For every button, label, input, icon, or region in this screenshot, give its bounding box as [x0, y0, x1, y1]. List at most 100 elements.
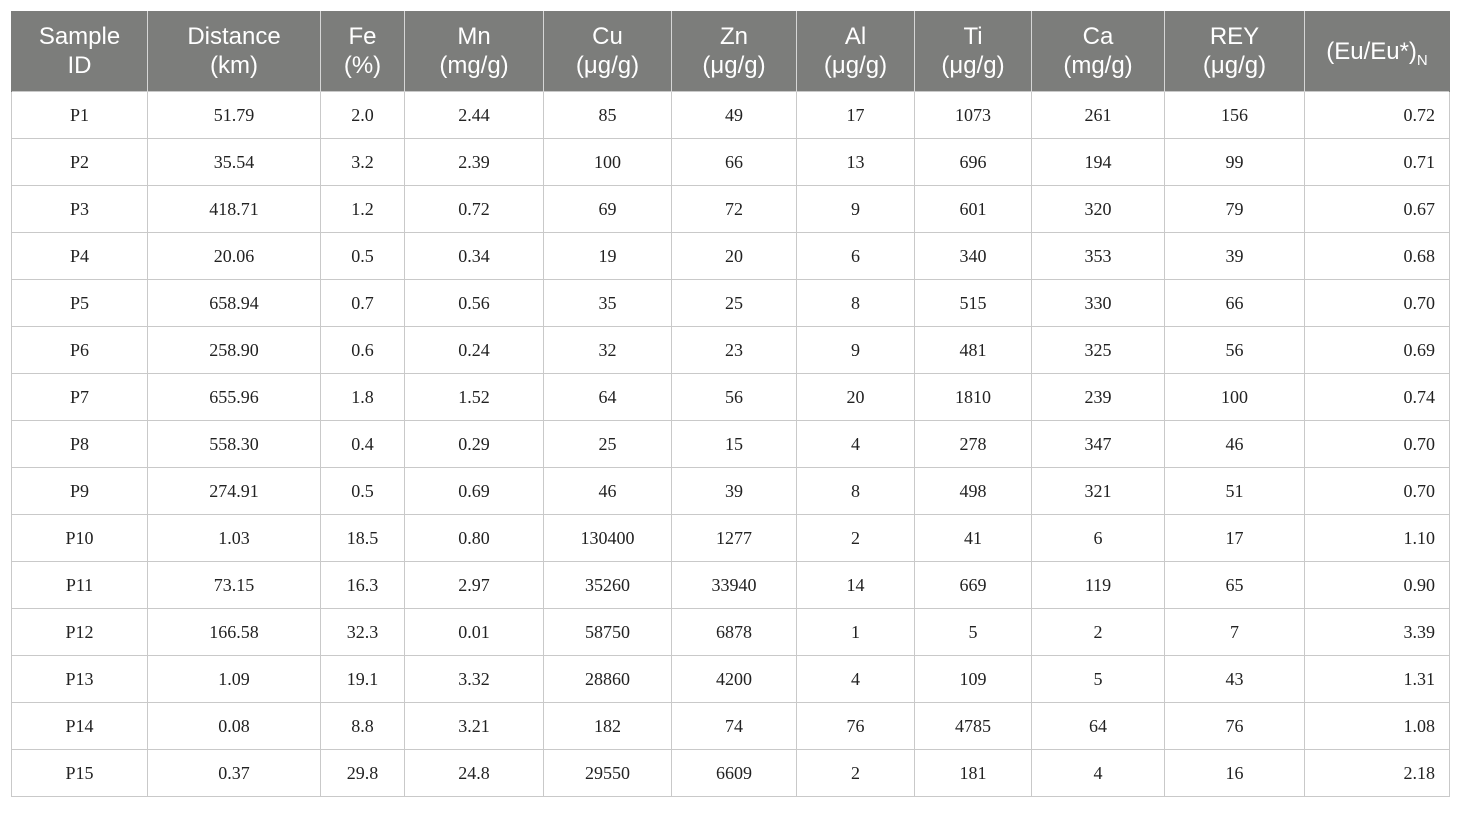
- table-cell: 0.37: [147, 749, 321, 797]
- header-label: Cu: [592, 23, 623, 50]
- table-cell: 340: [914, 232, 1032, 280]
- fe-header: Fe (%): [320, 11, 405, 92]
- table-cell: 0.34: [404, 232, 544, 280]
- table-cell: 325: [1031, 326, 1165, 374]
- table-cell: 29550: [543, 749, 672, 797]
- table-cell: 35: [543, 279, 672, 327]
- table-cell: P9: [11, 467, 148, 515]
- table-cell: 100: [1164, 373, 1305, 421]
- table-cell: 19.1: [320, 655, 405, 703]
- table-cell: 320: [1031, 185, 1165, 233]
- header-unit: (μg/g): [823, 52, 888, 79]
- table-cell: 1.52: [404, 373, 544, 421]
- table-cell: 20.06: [147, 232, 321, 280]
- table-cell: 19: [543, 232, 672, 280]
- table-cell: 6878: [671, 608, 797, 656]
- table-cell: 658.94: [147, 279, 321, 327]
- table-cell: 1277: [671, 514, 797, 562]
- table-cell: 28860: [543, 655, 672, 703]
- table-cell: 558.30: [147, 420, 321, 468]
- table-cell: 16: [1164, 749, 1305, 797]
- table-cell: 1: [796, 608, 915, 656]
- table-row: P13 1.09 19.1 3.32 28860 4200 4 109 5 43 1.31: [11, 655, 1450, 703]
- header-unit: (μg/g): [941, 52, 1005, 79]
- al-header: Al (μg/g): [796, 11, 915, 92]
- table-cell: 3.32: [404, 655, 544, 703]
- header-unit: (km): [210, 52, 258, 79]
- table-row: P10 1.03 18.5 0.80 130400 1277 2 41 6 17 1.10: [11, 514, 1450, 562]
- table-row: P8 558.30 0.4 0.29 25 15 4 278 347 46 0.70: [11, 420, 1450, 468]
- table-cell: 0.70: [1304, 279, 1450, 327]
- table-cell: 76: [796, 702, 915, 750]
- table-cell: 1.2: [320, 185, 405, 233]
- table-cell: 6: [796, 232, 915, 280]
- header-label: Al: [844, 23, 867, 50]
- table-cell: 51.79: [147, 91, 321, 139]
- table-cell: 601: [914, 185, 1032, 233]
- table-cell: 0.67: [1304, 185, 1450, 233]
- table-cell: 43: [1164, 655, 1305, 703]
- table-cell: 1.09: [147, 655, 321, 703]
- table-cell: P7: [11, 373, 148, 421]
- table-cell: 1.08: [1304, 702, 1450, 750]
- table-cell: 1.10: [1304, 514, 1450, 562]
- table-cell: 66: [1164, 279, 1305, 327]
- table-cell: 4200: [671, 655, 797, 703]
- table-cell: 3.39: [1304, 608, 1450, 656]
- table-cell: 669: [914, 561, 1032, 609]
- table-cell: 41: [914, 514, 1032, 562]
- table-cell: 49: [671, 91, 797, 139]
- table-cell: 6609: [671, 749, 797, 797]
- table-cell: 0.56: [404, 279, 544, 327]
- table-row: P4 20.06 0.5 0.34 19 20 6 340 353 39 0.68: [11, 232, 1450, 280]
- table-cell: 0.6: [320, 326, 405, 374]
- table-cell: 35260: [543, 561, 672, 609]
- table-cell: 258.90: [147, 326, 321, 374]
- table-cell: 418.71: [147, 185, 321, 233]
- table-cell: 13: [796, 138, 915, 186]
- table-cell: 79: [1164, 185, 1305, 233]
- geochemistry-table: Sample ID Distance (km) Fe (%) Mn (mg/g) Cu (μg/g…: [11, 11, 1450, 797]
- table-row: P6 258.90 0.6 0.24 32 23 9 481 325 56 0.69: [11, 326, 1450, 374]
- header-unit: (%): [343, 52, 382, 79]
- table-cell: 51: [1164, 467, 1305, 515]
- table-cell: 73.15: [147, 561, 321, 609]
- eu-anomaly-header: (Eu/Eu*)N: [1304, 11, 1450, 92]
- table-cell: P12: [11, 608, 148, 656]
- table-cell: 18.5: [320, 514, 405, 562]
- table-row: P3 418.71 1.2 0.72 69 72 9 601 320 79 0.67: [11, 185, 1450, 233]
- table-cell: 58750: [543, 608, 672, 656]
- table-cell: 261: [1031, 91, 1165, 139]
- table-cell: P3: [11, 185, 148, 233]
- table-row: P2 35.54 3.2 2.39 100 66 13 696 194 99 0.71: [11, 138, 1450, 186]
- table-cell: 1810: [914, 373, 1032, 421]
- header-label: Zn: [719, 23, 748, 50]
- table-cell: 0.71: [1304, 138, 1450, 186]
- table-cell: 0.5: [320, 232, 405, 280]
- table-cell: 14: [796, 561, 915, 609]
- table-cell: 1.03: [147, 514, 321, 562]
- table-row: P1 51.79 2.0 2.44 85 49 17 1073 261 156 0.72: [11, 91, 1450, 139]
- header-unit: (μg/g): [575, 52, 640, 79]
- table-cell: 74: [671, 702, 797, 750]
- table-cell: 23: [671, 326, 797, 374]
- header-label: (Eu/Eu*): [1326, 37, 1417, 65]
- table-cell: 46: [543, 467, 672, 515]
- table-cell: 2: [1031, 608, 1165, 656]
- header-label: Sample: [38, 23, 121, 50]
- table-cell: 2.44: [404, 91, 544, 139]
- table-cell: P8: [11, 420, 148, 468]
- table-cell: 39: [671, 467, 797, 515]
- table-cell: 85: [543, 91, 672, 139]
- table-cell: 29.8: [320, 749, 405, 797]
- table-cell: 330: [1031, 279, 1165, 327]
- table-cell: 274.91: [147, 467, 321, 515]
- table-cell: 8: [796, 467, 915, 515]
- table-row: P9 274.91 0.5 0.69 46 39 8 498 321 51 0.70: [11, 467, 1450, 515]
- table-cell: P10: [11, 514, 148, 562]
- table-cell: 655.96: [147, 373, 321, 421]
- table-body: P1 51.79 2.0 2.44 85 49 17 1073 261 156 0.72 P2 35.5…: [11, 91, 1450, 797]
- table-cell: 194: [1031, 138, 1165, 186]
- table-cell: 0.24: [404, 326, 544, 374]
- table-cell: 0.08: [147, 702, 321, 750]
